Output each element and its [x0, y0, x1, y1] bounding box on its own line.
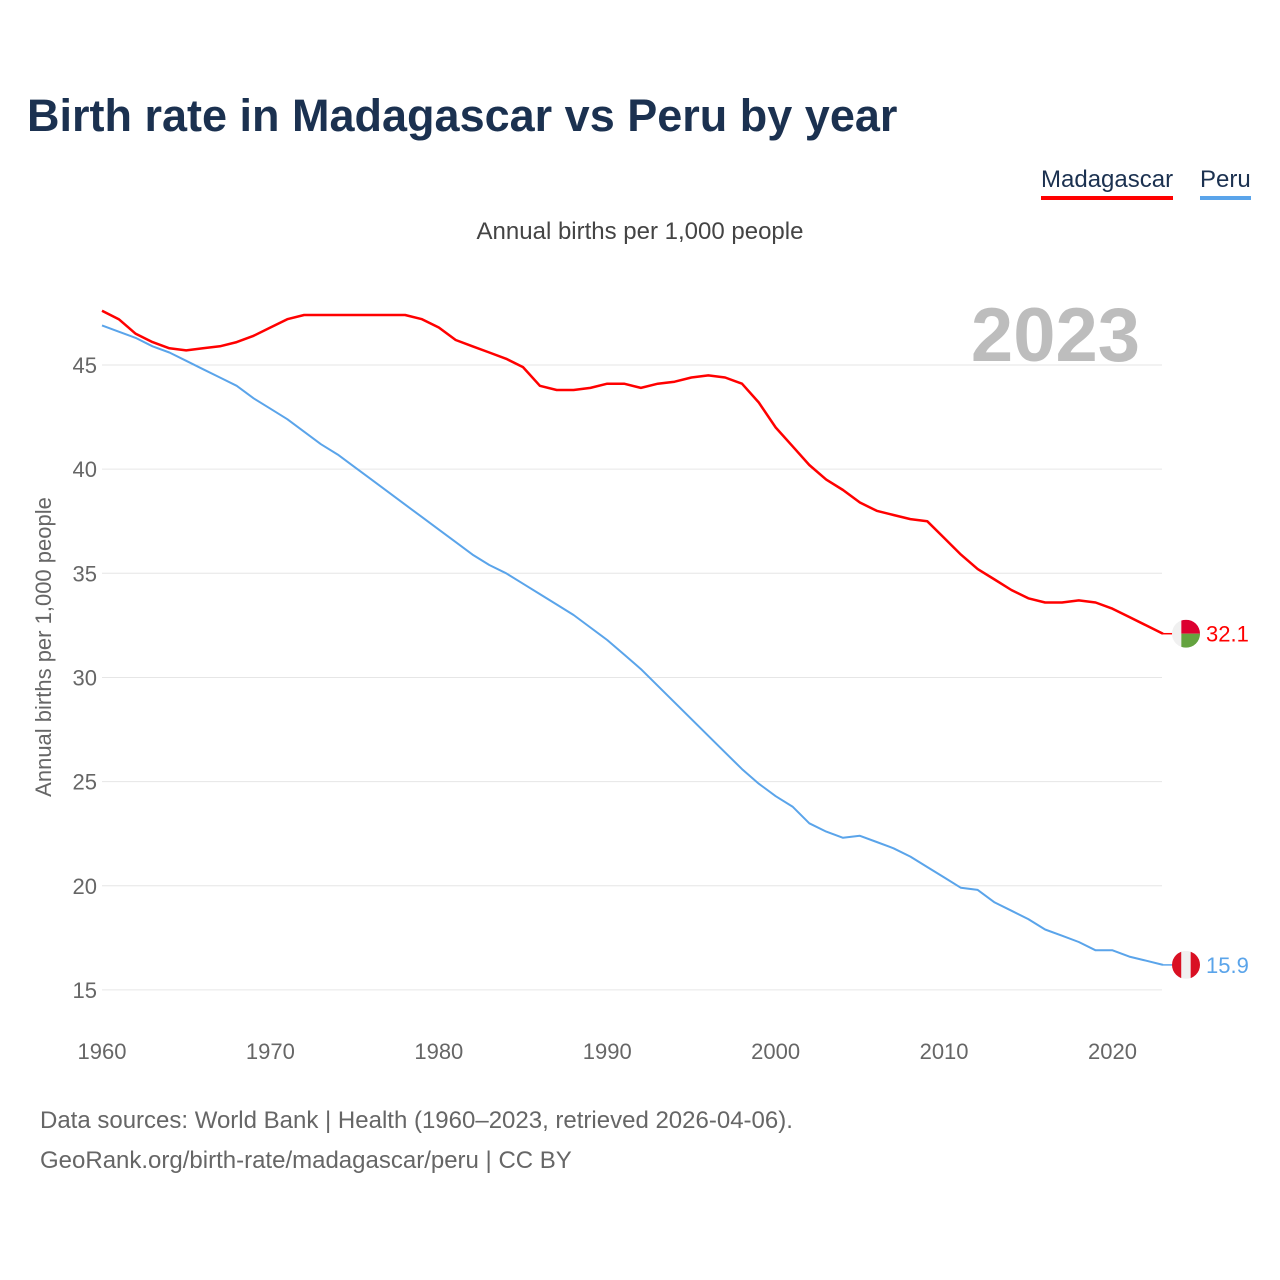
- x-tick-label: 2000: [751, 1039, 800, 1064]
- y-tick-label: 30: [73, 665, 97, 690]
- y-tick-label: 25: [73, 770, 97, 795]
- legend-peru[interactable]: Peru: [1200, 166, 1251, 200]
- y-tick-label: 15: [73, 978, 97, 1003]
- legend-madagascar[interactable]: Madagascar: [1041, 166, 1174, 200]
- end-value-label: 15.9: [1206, 953, 1249, 978]
- y-tick-label: 35: [73, 561, 97, 586]
- x-tick-label: 2010: [920, 1039, 969, 1064]
- x-tick-label: 1970: [246, 1039, 295, 1064]
- y-tick-label: 45: [73, 353, 97, 378]
- x-tick-label: 2020: [1088, 1039, 1137, 1064]
- madagascar-flag-icon: [1172, 619, 1200, 648]
- peru-flag-icon: [1172, 950, 1200, 979]
- x-tick-label: 1980: [414, 1039, 463, 1064]
- series-line-madagascar: [101, 309, 1164, 635]
- credit-link[interactable]: GeoRank.org/birth-rate/madagascar/peru |…: [40, 1147, 572, 1174]
- chart-subtitle: Annual births per 1,000 people: [476, 218, 804, 245]
- x-tick-label: 1960: [78, 1039, 127, 1064]
- series-line-peru: [101, 324, 1164, 966]
- data-sources: Data sources: World Bank | Health (1960–…: [40, 1107, 793, 1134]
- y-tick-label: 40: [73, 457, 97, 482]
- x-tick-label: 1990: [583, 1039, 632, 1064]
- chart-title: Birth rate in Madagascar vs Peru by year: [27, 90, 898, 141]
- y-axis-label: Annual births per 1,000 people: [31, 497, 56, 797]
- y-tick-label: 20: [73, 874, 97, 899]
- year-label: 2023: [971, 293, 1140, 378]
- end-value-label: 32.1: [1206, 622, 1249, 647]
